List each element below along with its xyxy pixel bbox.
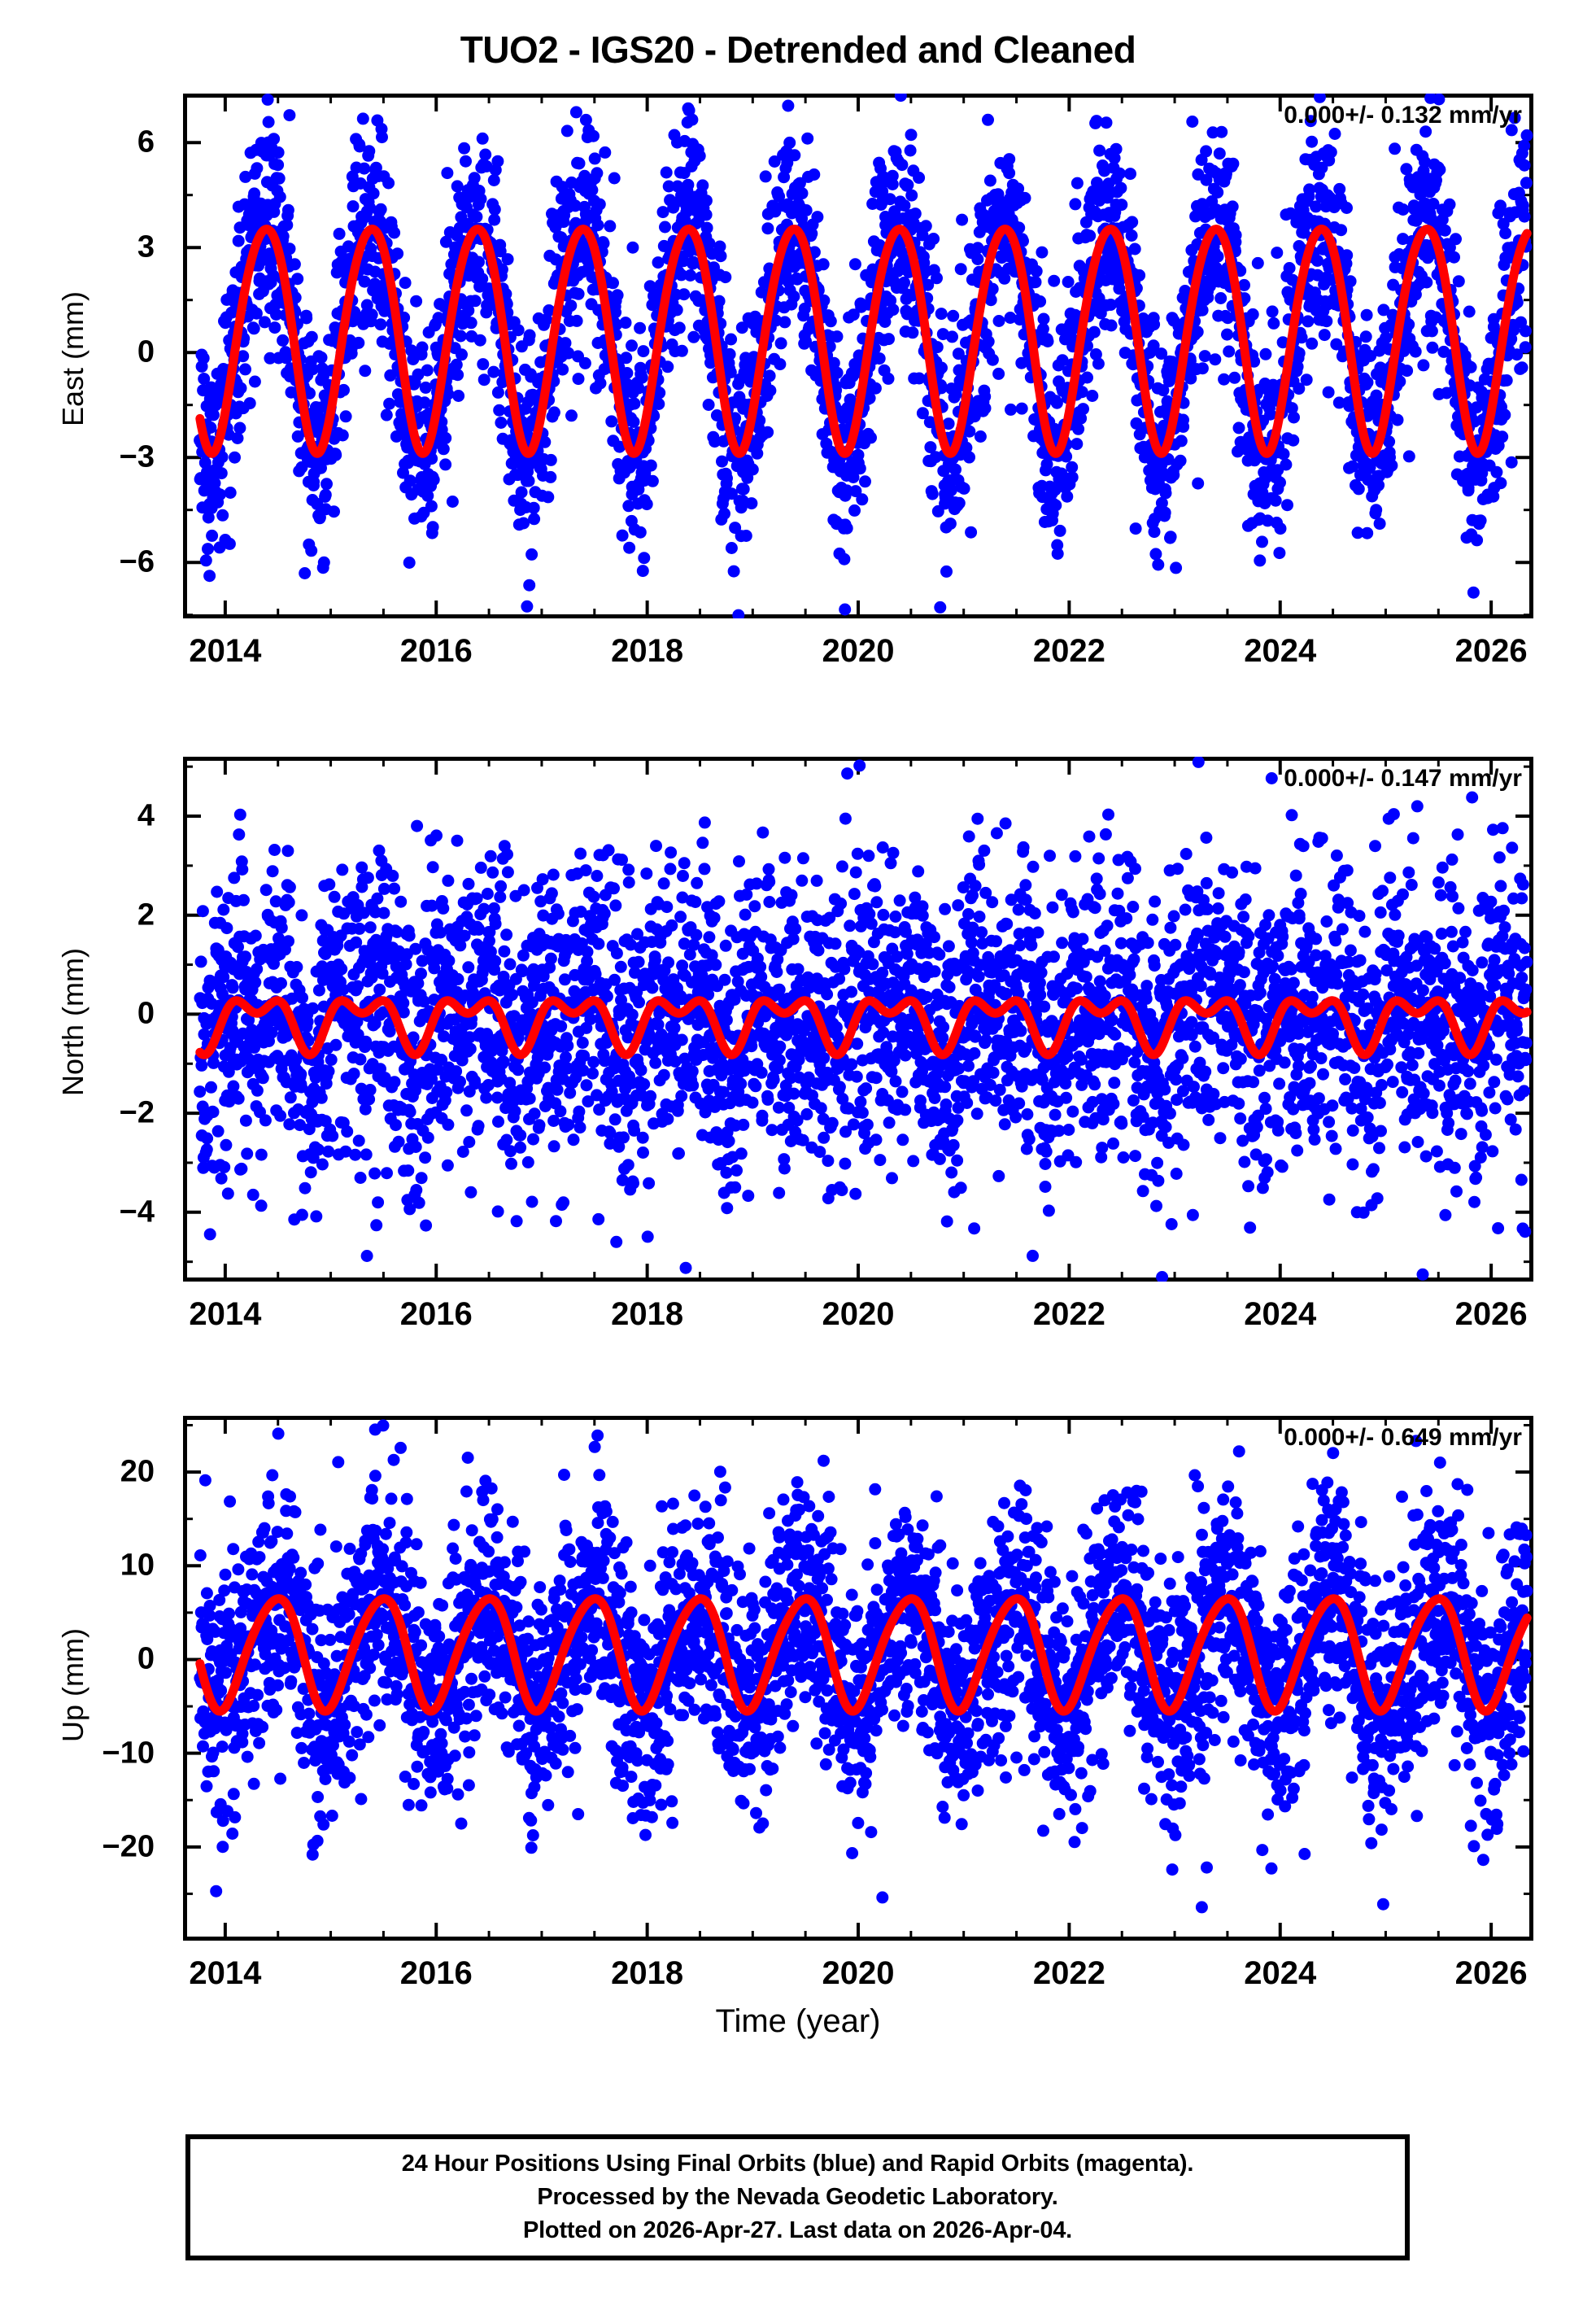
xtick-label: 2020 (822, 633, 895, 670)
xtick-label: 2024 (1244, 1296, 1316, 1333)
ytick-label: −20 (16, 1829, 155, 1864)
panel-north: 0.000+/- 0.147 mm/yr (183, 757, 1533, 1282)
xtick-label: 2022 (1033, 1955, 1105, 1992)
panel-up-rate-annotation: 0.000+/- 0.649 mm/yr (1284, 1424, 1522, 1452)
footer-line-2: Processed by the Nevada Geodetic Laborat… (537, 2181, 1057, 2214)
ytick-label: 4 (16, 799, 155, 834)
xtick-label: 2022 (1033, 1296, 1105, 1333)
ytick-label: 6 (16, 125, 155, 160)
xtick-label: 2016 (400, 633, 473, 670)
xtick-label: 2020 (822, 1296, 895, 1333)
xtick-label: 2024 (1244, 1955, 1316, 1992)
footer-caption-box: 24 Hour Positions Using Final Orbits (bl… (185, 2134, 1410, 2260)
xtick-label: 2014 (189, 1296, 261, 1333)
ytick-label: 0 (16, 997, 155, 1032)
panel-north-rate-annotation: 0.000+/- 0.147 mm/yr (1284, 765, 1522, 793)
xtick-label: 2014 (189, 633, 261, 670)
xtick-label: 2026 (1455, 1296, 1528, 1333)
figure-title: TUO2 - IGS20 - Detrended and Cleaned (0, 28, 1596, 72)
panel-north-plot-area (183, 757, 1533, 1282)
ytick-label: 0 (16, 1642, 155, 1677)
xtick-label: 2018 (611, 1955, 683, 1992)
xtick-label: 2018 (611, 1296, 683, 1333)
panel-east-rate-annotation: 0.000+/- 0.132 mm/yr (1284, 102, 1522, 129)
ytick-label: −6 (16, 545, 155, 580)
ytick-label: −4 (16, 1194, 155, 1229)
xtick-label: 2022 (1033, 633, 1105, 670)
xtick-label: 2016 (400, 1296, 473, 1333)
ytick-label: −10 (16, 1736, 155, 1771)
ytick-label: 10 (16, 1548, 155, 1583)
xtick-label: 2024 (1244, 633, 1316, 670)
footer-line-3: Plotted on 2026-Apr-27. Last data on 202… (523, 2214, 1072, 2247)
panel-up: 0.000+/- 0.649 mm/yr (183, 1416, 1533, 1941)
xtick-label: 2016 (400, 1955, 473, 1992)
panel-east-plot-area (183, 94, 1533, 618)
xtick-label: 2018 (611, 633, 683, 670)
xtick-label: 2020 (822, 1955, 895, 1992)
ytick-label: 2 (16, 898, 155, 932)
footer-line-1: 24 Hour Positions Using Final Orbits (bl… (402, 2147, 1194, 2181)
panel-east: 0.000+/- 0.132 mm/yr (183, 94, 1533, 618)
panel-up-plot-area (183, 1416, 1533, 1941)
xtick-label: 2026 (1455, 633, 1528, 670)
ytick-label: 0 (16, 335, 155, 370)
ytick-label: −2 (16, 1096, 155, 1131)
ytick-label: −3 (16, 440, 155, 475)
xtick-label: 2026 (1455, 1955, 1528, 1992)
ytick-label: 3 (16, 230, 155, 265)
data-points (194, 1419, 1533, 1913)
xtick-label: 2014 (189, 1955, 261, 1992)
ytick-label: 20 (16, 1455, 155, 1490)
figure-xlabel: Time (year) (0, 2003, 1596, 2040)
